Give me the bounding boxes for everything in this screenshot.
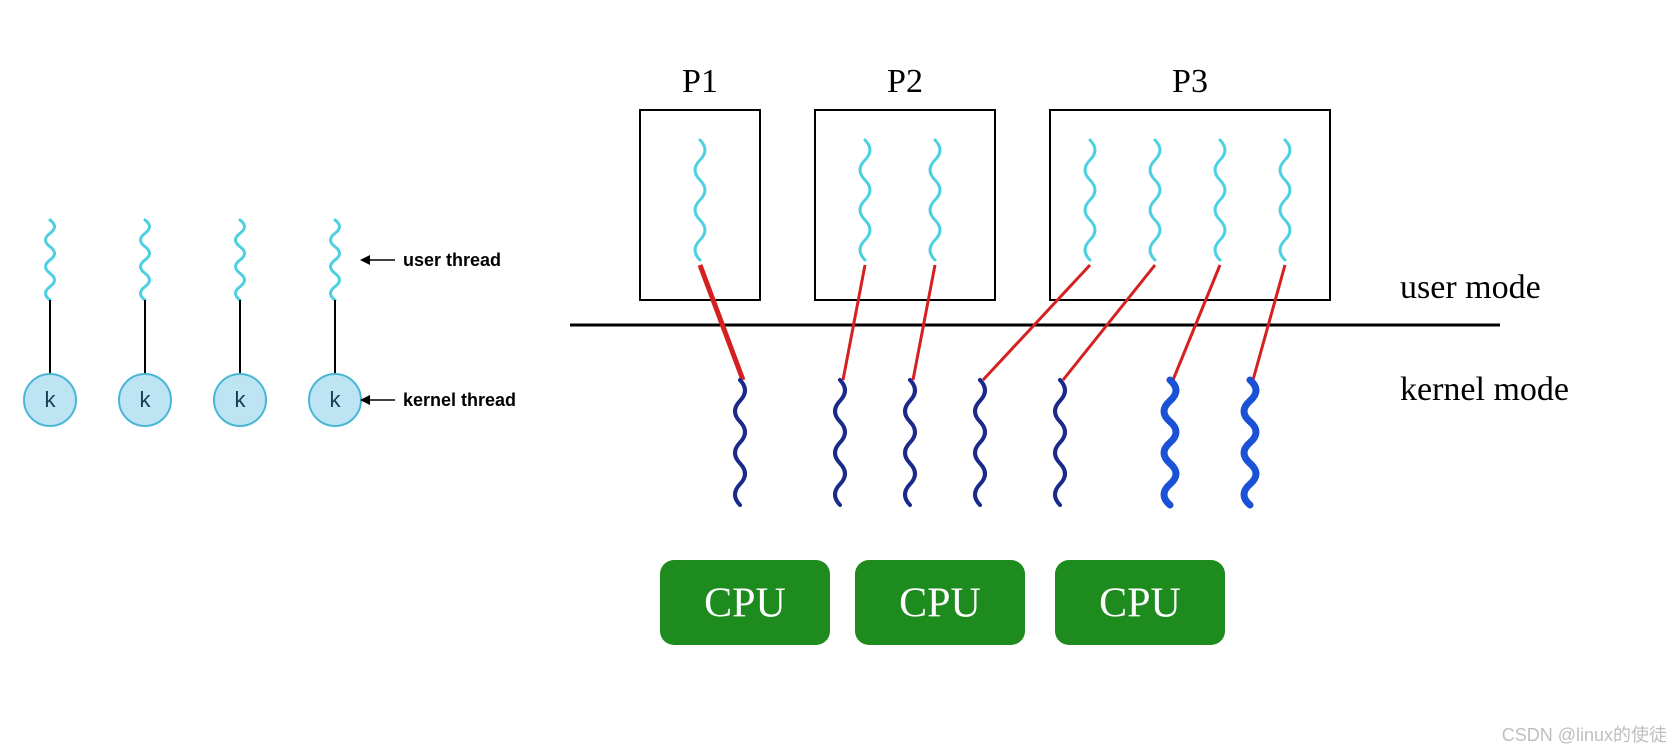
kernel-k-label: k [140, 387, 152, 412]
kernel-thread-squiggle [835, 380, 845, 505]
cpu-label: CPU [899, 581, 981, 627]
process-label: P2 [887, 63, 923, 100]
kernel-thread-squiggle [1055, 380, 1065, 505]
thread-mapping-link [843, 265, 865, 380]
kernel-thread-squiggle [735, 380, 745, 505]
kernel-thread-squiggle [1164, 380, 1176, 505]
user-thread-squiggle [930, 140, 940, 260]
user-thread-squiggle [141, 220, 150, 300]
cpu-label: CPU [1099, 581, 1181, 627]
user-mode-label: user mode [1400, 269, 1541, 306]
user-thread-squiggle [695, 140, 705, 260]
cpu-label: CPU [704, 581, 786, 627]
kernel-k-label: k [330, 387, 342, 412]
thread-mapping-link [913, 265, 935, 380]
user-thread-squiggle [1215, 140, 1225, 260]
user-thread-label: user thread [403, 250, 501, 270]
thread-mapping-link [1253, 265, 1285, 380]
thread-mapping-link [983, 265, 1090, 380]
kernel-k-label: k [45, 387, 57, 412]
process-label: P3 [1172, 63, 1208, 100]
kernel-thread-label: kernel thread [403, 390, 516, 410]
user-thread-squiggle [1280, 140, 1290, 260]
kernel-k-label: k [235, 387, 247, 412]
diagram-svg: k k k k user thread kernel thread P1 P2 P3 user … [0, 0, 1679, 753]
user-thread-squiggle [860, 140, 870, 260]
thread-mapping-link [1063, 265, 1155, 380]
user-thread-squiggle [331, 220, 340, 300]
process-box [815, 110, 995, 300]
process-box [1050, 110, 1330, 300]
user-thread-squiggle [236, 220, 245, 300]
left-panel: k k k k user thread kernel thread [24, 220, 516, 426]
kernel-thread-squiggle [905, 380, 915, 505]
watermark: CSDN @linux的使徒 [1502, 721, 1667, 747]
thread-mapping-link [1173, 265, 1220, 380]
user-thread-squiggle [46, 220, 55, 300]
kernel-thread-squiggle [1244, 380, 1256, 505]
user-thread-squiggle [1150, 140, 1160, 260]
kernel-mode-label: kernel mode [1400, 371, 1569, 408]
process-label: P1 [682, 63, 718, 100]
user-thread-arrowhead [360, 255, 370, 265]
right-panel: P1 P2 P3 user mode kernel mode CPU CPU CPU [570, 63, 1569, 645]
kernel-thread-squiggle [975, 380, 985, 505]
thread-mapping-link [700, 265, 743, 380]
user-thread-squiggle [1085, 140, 1095, 260]
